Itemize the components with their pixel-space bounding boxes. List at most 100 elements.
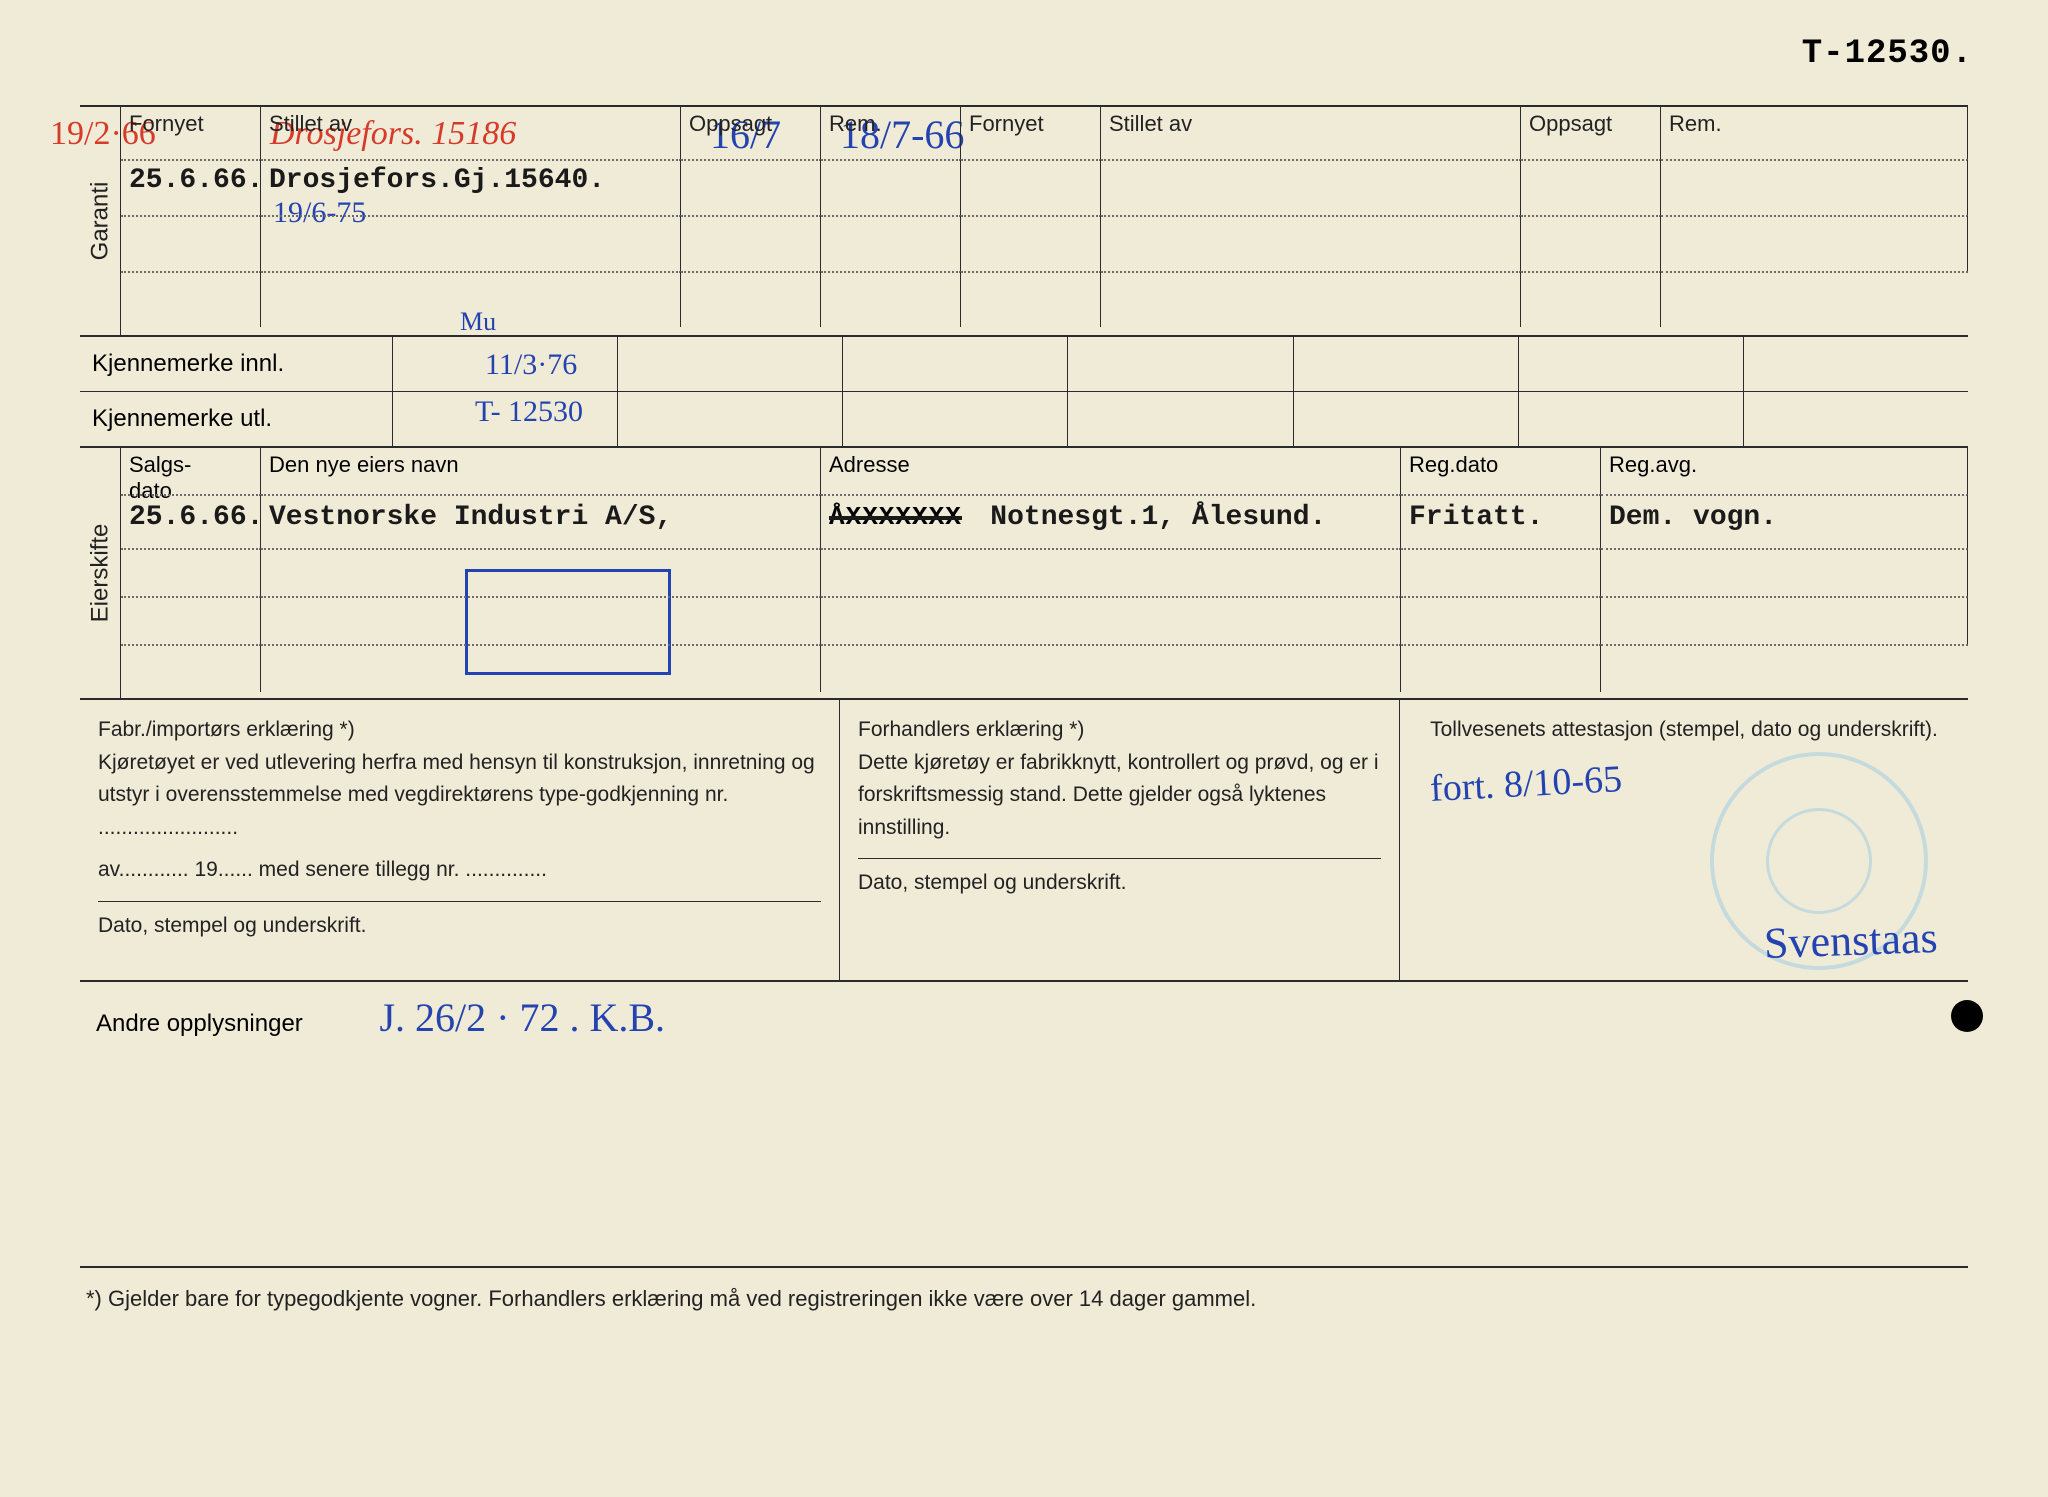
- eier-r1-regdato-val: Fritatt.: [1409, 502, 1543, 533]
- garanti-sidelabel: Garanti: [80, 107, 121, 335]
- forh-body: Dette kjøretøy er fabrikknytt, kontrolle…: [858, 747, 1381, 845]
- toll-stamp-inner: [1766, 808, 1872, 914]
- garanti-r3c2: [681, 215, 821, 271]
- eier-r1-adresse-val: Notnesgt.1, Ålesund.: [990, 502, 1326, 533]
- garanti-hdr-6: Oppsagt: [1521, 107, 1661, 159]
- kj-row-innl: Kjennemerke innl.: [80, 337, 1968, 391]
- eierskifte-grid: Salgs- dato Den nye eiers navn Adresse R…: [121, 448, 1968, 698]
- declarations-row: Fabr./importørs erklæring *) Kjøretøyet …: [80, 700, 1968, 982]
- footnote: *) Gjelder bare for typegodkjente vogner…: [80, 1268, 1968, 1330]
- eier-hdr-0: Salgs- dato: [121, 448, 261, 494]
- eier-r3c2: [821, 596, 1401, 644]
- kjennemerke-section: Mu Kjennemerke innl. Kjennemerke utl.: [80, 337, 1968, 448]
- garanti-r2c2: [681, 159, 821, 215]
- garanti-r4c6: [1521, 271, 1661, 327]
- garanti-hdr-2: Oppsagt: [681, 107, 821, 159]
- garanti-r3c5: [1101, 215, 1521, 271]
- garanti-r2c5: [1101, 159, 1521, 215]
- garanti-r4c0: [121, 271, 261, 327]
- eier-r1-name: Vestnorske Industri A/S,: [261, 494, 821, 548]
- andre-section: Andre opplysninger J. 26/2 · 72 . K.B.: [80, 982, 1968, 1268]
- garanti-r2-date: 25.6.66.: [129, 165, 263, 196]
- eier-r3c4: [1601, 596, 1968, 644]
- garanti-hdr-3: Rem.: [821, 107, 961, 159]
- toll-hand-date: fort. 8/10-65: [1429, 750, 1624, 819]
- kj-innl-grid: [392, 337, 1968, 391]
- fabr-title: Fabr./importørs erklæring *): [98, 714, 821, 747]
- garanti-sidelabel-text: Garanti: [86, 182, 114, 261]
- garanti-r2c4: [961, 159, 1101, 215]
- eier-r1-date-val: 25.6.66.: [129, 502, 263, 533]
- eier-hdr-1: Den nye eiers navn: [261, 448, 821, 494]
- eier-r1-name-val: Vestnorske Industri A/S,: [269, 502, 672, 533]
- garanti-r3c1: [261, 215, 681, 271]
- kj-box-line1: 11/3·76: [485, 348, 577, 382]
- eier-r4c1: [261, 644, 821, 692]
- fabr-body2: av............ 19...... med senere tille…: [98, 854, 821, 887]
- garanti-section: Garanti Fornyet Stillet av Oppsagt Rem. …: [80, 105, 1968, 337]
- eier-hdr-2: Adresse: [821, 448, 1401, 494]
- eier-r3c3: [1401, 596, 1601, 644]
- form: 19/2·66 Drosjefors. 15186 16/7 18/7-66 G…: [80, 105, 1968, 1330]
- eier-r2c1: [261, 548, 821, 596]
- garanti-hdr-4: Fornyet: [961, 107, 1101, 159]
- eier-r2c3: [1401, 548, 1601, 596]
- eier-hdr-3: Reg.dato: [1401, 448, 1601, 494]
- toll-title: Tollvesenets attestasjon (stempel, dato …: [1418, 714, 1950, 747]
- eier-r1-date: 25.6.66.: [121, 494, 261, 548]
- eier-r2c0: [121, 548, 261, 596]
- eier-r4c0: [121, 644, 261, 692]
- garanti-r3c7: [1661, 215, 1968, 271]
- kj-utl-label: Kjennemerke utl.: [80, 405, 392, 433]
- fabr-body1: Kjøretøyet er ved utlevering herfra med …: [98, 747, 821, 845]
- andre-hand: J. 26/2 · 72 . K.B.: [379, 994, 665, 1041]
- eier-r3c1: [261, 596, 821, 644]
- garanti-r4c7: [1661, 271, 1968, 327]
- andre-label: Andre opplysninger: [96, 1010, 303, 1037]
- eier-r1-adresse-struck: ÅXXXXXXX: [829, 502, 962, 532]
- eier-r1-regdato: Fritatt.: [1401, 494, 1601, 548]
- kj-utl-grid: [392, 392, 1968, 446]
- card-id: T-12530.: [1802, 35, 1973, 73]
- garanti-hdr-1: Stillet av: [261, 107, 681, 159]
- garanti-r4c5: [1101, 271, 1521, 327]
- fabr-decl: Fabr./importørs erklæring *) Kjøretøyet …: [80, 700, 840, 980]
- eierskifte-sidelabel-text: Eierskifte: [86, 524, 114, 623]
- fabr-sub: Dato, stempel og underskrift.: [98, 901, 821, 943]
- eier-r4c2: [821, 644, 1401, 692]
- garanti-r2c7: [1661, 159, 1968, 215]
- toll-decl: Tollvesenets attestasjon (stempel, dato …: [1400, 700, 1968, 980]
- eier-r4c3: [1401, 644, 1601, 692]
- kj-innl-label: Kjennemerke innl.: [80, 350, 392, 378]
- kj-box-line2: T- 12530: [475, 395, 583, 429]
- garanti-r2c3: [821, 159, 961, 215]
- garanti-r3c3: [821, 215, 961, 271]
- eier-r2c4: [1601, 548, 1968, 596]
- toll-signature: Svenstaas: [1763, 904, 1939, 978]
- kj-row-utl: Kjennemerke utl.: [80, 391, 1968, 446]
- eier-r1-regavg: Dem. vogn.: [1601, 494, 1968, 548]
- garanti-r2c0: 25.6.66.: [121, 159, 261, 215]
- garanti-r4c2: [681, 271, 821, 327]
- garanti-hdr-0: Fornyet: [121, 107, 261, 159]
- eierskifte-sidelabel: Eierskifte: [80, 448, 121, 698]
- garanti-hdr-5: Stillet av: [1101, 107, 1521, 159]
- registration-card: T-12530. 19/2·66 Drosjefors. 15186 16/7 …: [0, 0, 2048, 1497]
- garanti-r2-text: Drosjefors.Gj.15640.: [269, 165, 605, 196]
- garanti-grid: Fornyet Stillet av Oppsagt Rem. Fornyet …: [121, 107, 1968, 335]
- eier-r4c4: [1601, 644, 1968, 692]
- garanti-r3c4: [961, 215, 1101, 271]
- eierskifte-section: Eierskifte Salgs- dato Den nye eiers nav…: [80, 448, 1968, 700]
- garanti-r4c4: [961, 271, 1101, 327]
- forh-title: Forhandlers erklæring *): [858, 714, 1381, 747]
- garanti-hdr-7: Rem.: [1661, 107, 1968, 159]
- garanti-r2c6: [1521, 159, 1661, 215]
- eier-r1-regavg-val: Dem. vogn.: [1609, 502, 1777, 533]
- kj-scribble: Mu: [460, 307, 496, 337]
- garanti-r2c1: Drosjefors.Gj.15640. 19/6-75: [261, 159, 681, 215]
- eier-r3c0: [121, 596, 261, 644]
- eier-r1-adresse: ÅXXXXXXX Notnesgt.1, Ålesund.: [821, 494, 1401, 548]
- garanti-r3c0: [121, 215, 261, 271]
- eier-hdr-4: Reg.avg.: [1601, 448, 1968, 494]
- garanti-r4c3: [821, 271, 961, 327]
